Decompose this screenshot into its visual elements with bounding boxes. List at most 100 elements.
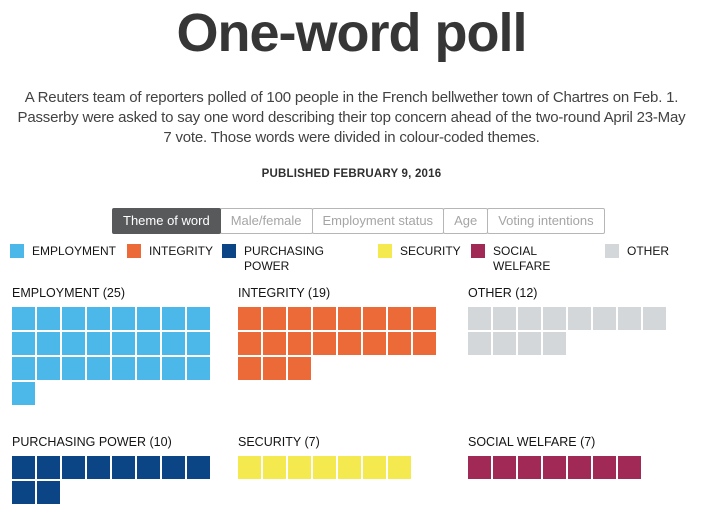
legend-item-employment: EMPLOYMENT	[10, 244, 116, 259]
waffle-square[interactable]	[288, 456, 311, 479]
waffle-square[interactable]	[338, 332, 361, 355]
waffle-square[interactable]	[238, 332, 261, 355]
waffle-square[interactable]	[87, 357, 110, 380]
waffle-square[interactable]	[313, 456, 336, 479]
waffle-square[interactable]	[87, 307, 110, 330]
waffle-square[interactable]	[618, 307, 641, 330]
waffle-square[interactable]	[162, 357, 185, 380]
waffle-square[interactable]	[568, 456, 591, 479]
waffle-square[interactable]	[593, 307, 616, 330]
waffle-square[interactable]	[112, 307, 135, 330]
tab-theme-of-word[interactable]: Theme of word	[112, 208, 221, 234]
waffle-square[interactable]	[62, 456, 85, 479]
color-swatch-security	[378, 244, 392, 258]
waffle-square[interactable]	[388, 332, 411, 355]
waffle-square[interactable]	[363, 307, 386, 330]
waffle-square[interactable]	[263, 456, 286, 479]
waffle-square[interactable]	[263, 307, 286, 330]
waffle-square[interactable]	[12, 332, 35, 355]
waffle-square[interactable]	[338, 456, 361, 479]
waffle-square[interactable]	[112, 357, 135, 380]
waffle-square[interactable]	[162, 307, 185, 330]
waffle-square[interactable]	[288, 332, 311, 355]
section-title: SOCIAL WELFARE (7)	[468, 435, 596, 449]
waffle-square[interactable]	[543, 456, 566, 479]
waffle-square[interactable]	[263, 357, 286, 380]
waffle-square[interactable]	[112, 456, 135, 479]
waffle-square[interactable]	[518, 456, 541, 479]
tab-age[interactable]: Age	[443, 208, 489, 234]
waffle-square[interactable]	[37, 332, 60, 355]
waffle-square[interactable]	[12, 307, 35, 330]
waffle-square[interactable]	[388, 307, 411, 330]
legend-label: EMPLOYMENT	[32, 244, 117, 258]
waffle-square[interactable]	[313, 307, 336, 330]
waffle-square[interactable]	[543, 332, 566, 355]
legend-item-integrity: INTEGRITY	[127, 244, 213, 259]
waffle-square[interactable]	[238, 456, 261, 479]
waffle-square[interactable]	[413, 307, 436, 330]
waffle-square[interactable]	[493, 332, 516, 355]
section-title: OTHER (12)	[468, 286, 538, 300]
legend-item-social-welfare: SOCIAL WELFARE	[471, 244, 551, 274]
section-social-welfare: SOCIAL WELFARE (7)	[468, 436, 678, 481]
waffle-square[interactable]	[12, 481, 35, 504]
tab-voting-intentions[interactable]: Voting intentions	[487, 208, 605, 234]
waffle-square[interactable]	[238, 357, 261, 380]
waffle-square[interactable]	[263, 332, 286, 355]
waffle-square[interactable]	[187, 357, 210, 380]
waffle-square[interactable]	[568, 307, 591, 330]
waffle-square[interactable]	[468, 307, 491, 330]
waffle-square[interactable]	[162, 332, 185, 355]
waffle-square[interactable]	[643, 307, 666, 330]
waffle-square[interactable]	[12, 456, 35, 479]
waffle-square[interactable]	[137, 456, 160, 479]
waffle-square[interactable]	[238, 307, 261, 330]
color-swatch-employment	[10, 244, 24, 258]
waffle-square[interactable]	[288, 357, 311, 380]
waffle-square[interactable]	[468, 332, 491, 355]
waffle-square[interactable]	[62, 307, 85, 330]
waffle-square[interactable]	[37, 456, 60, 479]
waffle-square[interactable]	[338, 307, 361, 330]
waffle-square[interactable]	[62, 357, 85, 380]
waffle-square[interactable]	[313, 332, 336, 355]
waffle-square[interactable]	[388, 456, 411, 479]
waffle-square[interactable]	[62, 332, 85, 355]
waffle-square[interactable]	[593, 456, 616, 479]
waffle-square[interactable]	[363, 332, 386, 355]
waffle-square[interactable]	[518, 307, 541, 330]
waffle-square[interactable]	[37, 307, 60, 330]
color-swatch-purchasing-power	[222, 244, 236, 258]
waffle-square[interactable]	[493, 456, 516, 479]
section-employment: EMPLOYMENT (25)	[12, 287, 222, 407]
waffle-square[interactable]	[37, 357, 60, 380]
waffle-square[interactable]	[12, 357, 35, 380]
waffle-square[interactable]	[137, 357, 160, 380]
legend-label: SECURITY	[400, 244, 461, 258]
waffle-square[interactable]	[162, 456, 185, 479]
waffle-square[interactable]	[137, 332, 160, 355]
waffle-square[interactable]	[112, 332, 135, 355]
tab-male-female[interactable]: Male/female	[219, 208, 313, 234]
legend: EMPLOYMENT INTEGRITY PURCHASING POWER SECUR…	[0, 244, 703, 286]
waffle-square[interactable]	[413, 332, 436, 355]
waffle-grid-integrity	[238, 307, 438, 382]
waffle-square[interactable]	[518, 332, 541, 355]
waffle-square[interactable]	[137, 307, 160, 330]
waffle-square[interactable]	[187, 332, 210, 355]
waffle-square[interactable]	[187, 456, 210, 479]
waffle-square[interactable]	[618, 456, 641, 479]
waffle-square[interactable]	[468, 456, 491, 479]
waffle-square[interactable]	[187, 307, 210, 330]
tab-employment-status[interactable]: Employment status	[311, 208, 445, 234]
waffle-square[interactable]	[363, 456, 386, 479]
waffle-square[interactable]	[87, 332, 110, 355]
waffle-square[interactable]	[87, 456, 110, 479]
waffle-square[interactable]	[37, 481, 60, 504]
waffle-square[interactable]	[288, 307, 311, 330]
waffle-square[interactable]	[543, 307, 566, 330]
waffle-square[interactable]	[493, 307, 516, 330]
waffle-square[interactable]	[12, 382, 35, 405]
